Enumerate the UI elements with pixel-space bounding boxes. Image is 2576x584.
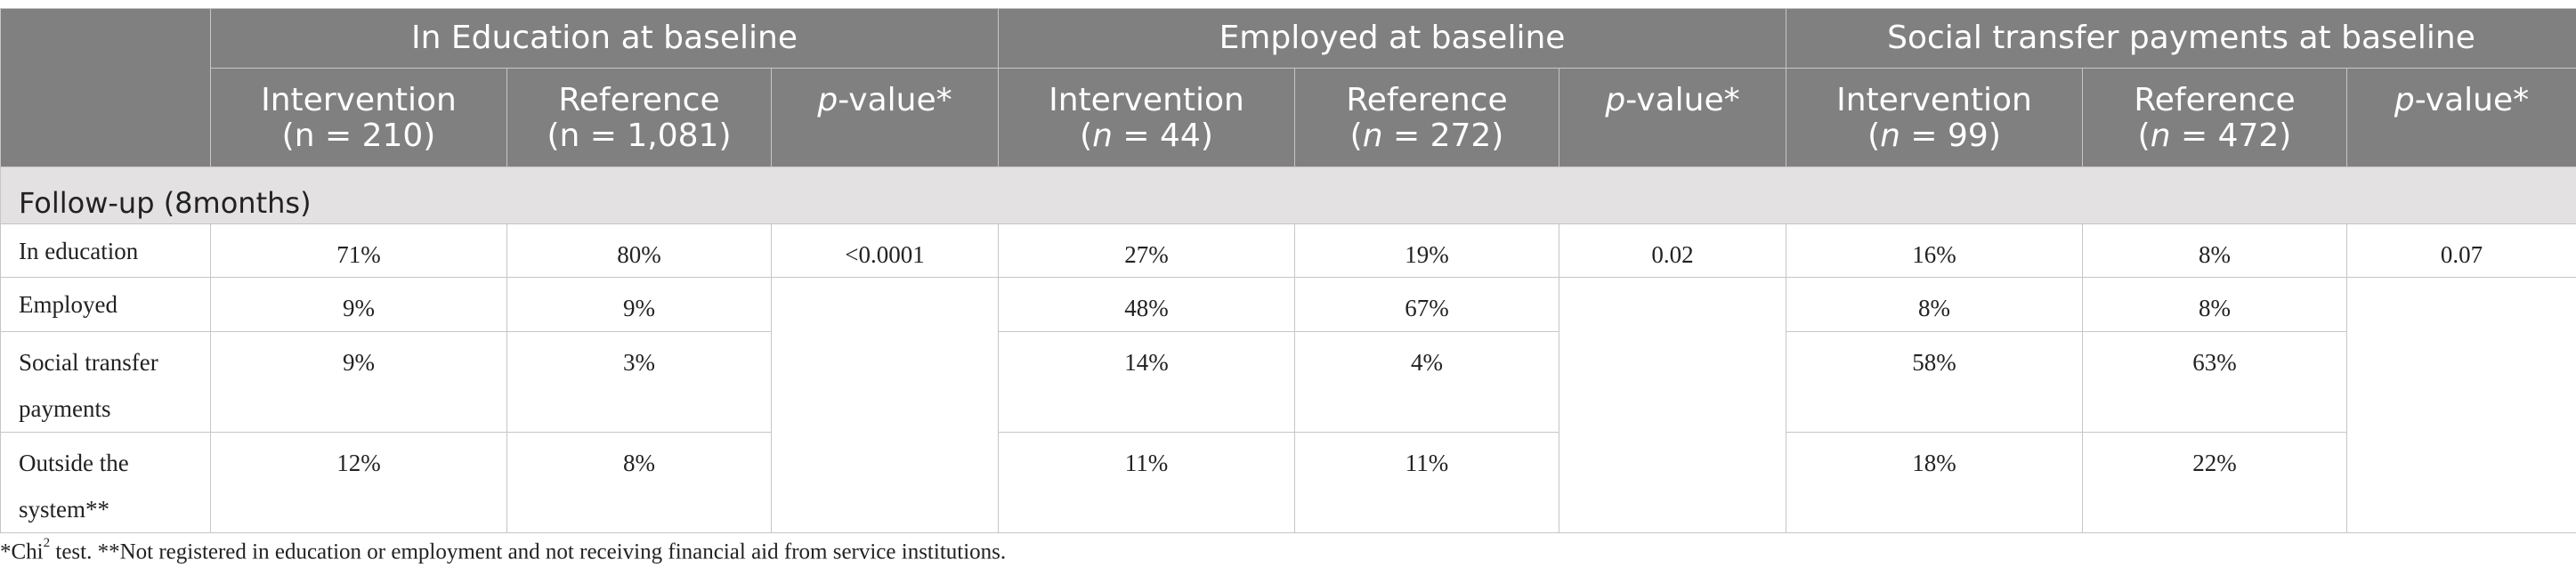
group-header-row: In Education at baseline Employed at bas… xyxy=(0,8,2576,167)
cell-social-reference: 8% xyxy=(2082,277,2347,332)
p-suffix: -value* xyxy=(2414,82,2530,118)
table-row-social-transfer: Social transfer payments 9% 3% 14% 4% 58… xyxy=(0,331,2576,433)
intervention-label: Intervention xyxy=(261,82,457,118)
cell-social-intervention: 16% xyxy=(1786,223,2083,278)
reference-label: Reference xyxy=(558,82,720,118)
section-row-followup: Follow-up (8months) xyxy=(0,166,2576,224)
education-pvalue-header: p-value* xyxy=(771,68,999,167)
cell-education-reference: 9% xyxy=(506,277,772,332)
cell-social-intervention: 8% xyxy=(1786,277,2083,332)
cell-employed-intervention: 48% xyxy=(998,277,1295,332)
social-intervention-n: (n = 99) xyxy=(1867,118,2001,154)
cell-employed-intervention: 14% xyxy=(998,331,1295,433)
social-pvalue-header: p-value* xyxy=(2345,68,2576,167)
group-header-employed: Employed at baseline xyxy=(998,8,1786,69)
cell-education-intervention: 12% xyxy=(210,432,507,533)
employed-reference-n: (n = 272) xyxy=(1349,118,1504,154)
employed-pvalue-header: p-value* xyxy=(1559,68,1786,167)
p-letter: p xyxy=(2394,82,2415,118)
row-label: Outside the system** xyxy=(0,432,211,533)
reference-label: Reference xyxy=(2134,82,2296,118)
cell-employed-reference: 4% xyxy=(1294,331,1559,433)
education-reference-n: (n = 1,081) xyxy=(547,118,732,154)
cell-education-intervention: 9% xyxy=(210,331,507,433)
employed-intervention-header: Intervention (n = 44) xyxy=(998,68,1295,167)
cell-employed-pvalue: 0.02 xyxy=(1559,223,1786,278)
cell-social-pvalue-empty xyxy=(2345,277,2576,533)
cell-employed-reference: 67% xyxy=(1294,277,1559,332)
row-label: In education xyxy=(0,223,211,278)
table-row-in-education: In education 71% 80% <0.0001 27% 19% 0.0… xyxy=(0,223,2576,278)
cell-employed-reference: 19% xyxy=(1294,223,1559,278)
cell-social-reference: 63% xyxy=(2082,331,2347,433)
reference-label: Reference xyxy=(1346,82,1508,118)
table-row-outside-system: Outside the system** 12% 8% 11% 11% 18% … xyxy=(0,432,2576,533)
cell-social-intervention: 18% xyxy=(1786,432,2083,533)
education-intervention-n: (n = 210) xyxy=(281,118,436,154)
social-reference-n: (n = 472) xyxy=(2137,118,2292,154)
cell-employed-reference: 11% xyxy=(1294,432,1559,533)
cell-employed-pvalue-empty xyxy=(1559,277,1786,533)
p-letter: p xyxy=(1605,82,1626,118)
social-reference-header: Reference (n = 472) xyxy=(2082,68,2347,167)
row-label: Social transfer payments xyxy=(0,331,211,433)
intervention-label: Intervention xyxy=(1836,82,2032,118)
cell-education-reference: 8% xyxy=(506,432,772,533)
results-table: In Education at baseline Employed at bas… xyxy=(0,8,2576,533)
cell-employed-intervention: 27% xyxy=(998,223,1295,278)
row-label-header xyxy=(0,8,211,167)
p-letter: p xyxy=(817,82,838,118)
results-table-container: In Education at baseline Employed at bas… xyxy=(0,8,2576,533)
education-reference-header: Reference (n = 1,081) xyxy=(506,68,772,167)
cell-social-pvalue: 0.07 xyxy=(2345,223,2576,278)
cell-social-reference: 8% xyxy=(2082,223,2347,278)
p-suffix: -value* xyxy=(838,82,952,118)
cell-employed-intervention: 11% xyxy=(998,432,1295,533)
cell-social-reference: 22% xyxy=(2082,432,2347,533)
row-label: Employed xyxy=(0,277,211,332)
cell-social-intervention: 58% xyxy=(1786,331,2083,433)
employed-intervention-n: (n = 44) xyxy=(1080,118,1213,154)
employed-reference-header: Reference (n = 272) xyxy=(1294,68,1559,167)
table-footnote: *Chi2 test. **Not registered in educatio… xyxy=(0,536,1007,564)
education-intervention-header: Intervention (n = 210) xyxy=(210,68,507,167)
cell-education-pvalue: <0.0001 xyxy=(771,223,999,278)
section-label: Follow-up (8months) xyxy=(0,166,2576,224)
group-header-social: Social transfer payments at baseline xyxy=(1785,8,2576,69)
cell-education-reference: 3% xyxy=(506,331,772,433)
cell-education-reference: 80% xyxy=(506,223,772,278)
cell-education-intervention: 71% xyxy=(210,223,507,278)
cell-education-pvalue-empty xyxy=(771,277,999,533)
table-row-employed: Employed 9% 9% 48% 67% 8% 8% xyxy=(0,277,2576,533)
group-header-education: In Education at baseline xyxy=(210,8,999,69)
cell-education-intervention: 9% xyxy=(210,277,507,332)
social-intervention-header: Intervention (n = 99) xyxy=(1786,68,2083,167)
subheader-row: Intervention (n = 210) Reference (n = 1,… xyxy=(1,68,2576,167)
p-suffix: -value* xyxy=(1625,82,1740,118)
intervention-label: Intervention xyxy=(1049,82,1244,118)
